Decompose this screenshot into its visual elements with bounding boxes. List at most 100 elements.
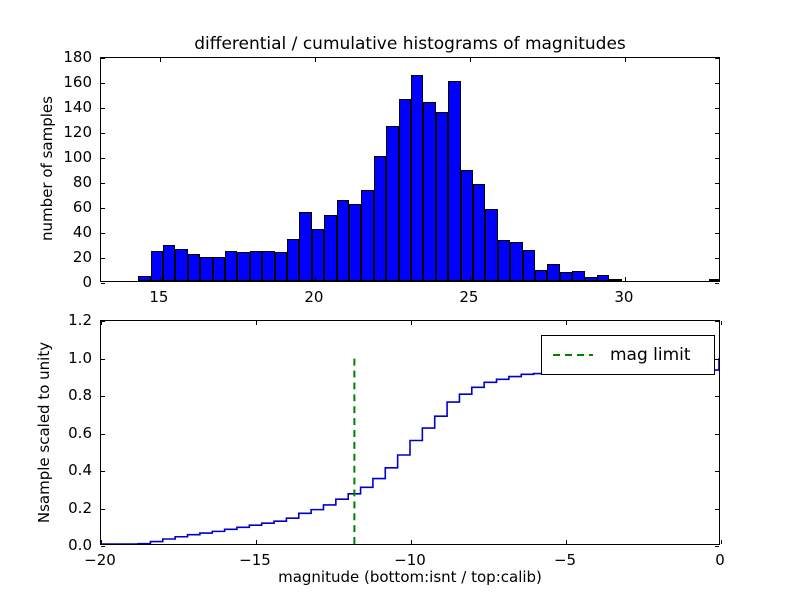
y-tick-mark xyxy=(715,183,719,184)
histogram-bar xyxy=(311,228,325,281)
x-tick-label: 30 xyxy=(614,288,634,306)
histogram-bar xyxy=(547,263,560,281)
histogram-bar xyxy=(287,238,300,281)
histogram-bar xyxy=(324,214,337,281)
mag-limit-legend-swatch xyxy=(552,348,594,362)
y-tick-label: 20 xyxy=(72,248,92,266)
y-tick-label: 0.0 xyxy=(68,536,92,554)
y-tick-label: 120 xyxy=(63,123,92,141)
x-tick-mark xyxy=(624,58,626,62)
histogram-bar xyxy=(187,253,201,281)
x-tick-mark xyxy=(314,277,316,281)
y-tick-mark xyxy=(101,108,105,109)
y-tick-label: 0.2 xyxy=(68,498,92,517)
x-tick-mark xyxy=(256,321,257,325)
histogram-bar xyxy=(398,98,411,281)
x-tick-mark xyxy=(624,277,626,281)
y-tick-mark xyxy=(101,321,105,322)
x-tick-mark xyxy=(469,277,471,281)
x-tick-mark xyxy=(721,321,722,325)
y-tick-mark xyxy=(101,283,105,284)
y-tick-mark xyxy=(101,158,105,159)
histogram-bar xyxy=(249,251,263,281)
y-tick-mark xyxy=(101,358,105,360)
histogram-bar xyxy=(225,251,238,281)
histogram-bar xyxy=(386,126,399,281)
x-tick-mark xyxy=(566,321,567,325)
y-tick-label: 0.4 xyxy=(68,461,92,479)
y-tick-mark xyxy=(101,208,105,209)
x-tick-mark xyxy=(411,540,412,544)
y-tick-mark xyxy=(715,321,719,322)
y-tick-label: 80 xyxy=(72,173,92,191)
histogram-bar xyxy=(584,277,597,281)
histogram-bar xyxy=(237,252,250,281)
y-tick-mark xyxy=(715,283,719,284)
histogram-bar xyxy=(497,239,511,281)
x-tick-label: 25 xyxy=(459,288,479,306)
histogram-bar xyxy=(448,81,461,281)
y-tick-label: 1.0 xyxy=(68,348,92,367)
y-tick-label: 100 xyxy=(63,148,92,166)
y-tick-mark xyxy=(101,258,105,259)
histogram-bar xyxy=(175,248,188,281)
histogram-bar xyxy=(708,278,719,281)
y-tick-label: 0.6 xyxy=(68,423,92,442)
x-tick-label: −10 xyxy=(394,551,426,569)
y-tick-mark xyxy=(101,183,105,184)
x-tick-mark xyxy=(159,277,161,281)
legend-label-mag-limit: mag limit xyxy=(610,345,691,365)
y-tick-mark xyxy=(101,546,105,547)
x-tick-label: −15 xyxy=(239,551,271,569)
y-tick-label: 0 xyxy=(82,273,92,291)
histogram-bar xyxy=(609,279,622,281)
histogram-bar xyxy=(535,269,548,281)
y-tick-mark xyxy=(715,233,719,234)
y-tick-mark xyxy=(715,58,719,59)
x-tick-label: 20 xyxy=(304,288,324,306)
x-tick-mark xyxy=(159,58,161,62)
histogram-bar xyxy=(510,242,523,281)
y-tick-label: 0.8 xyxy=(68,386,92,404)
differential-histogram-axes xyxy=(100,57,720,284)
cumulative-histogram-axes: mag limit xyxy=(100,320,722,547)
legend-box[interactable]: mag limit xyxy=(541,335,715,375)
histogram-bar xyxy=(150,251,163,281)
y-tick-mark xyxy=(715,208,719,209)
x-tick-label: −5 xyxy=(553,551,577,569)
y-tick-mark xyxy=(715,471,719,472)
histogram-bar xyxy=(361,189,374,281)
y-tick-mark xyxy=(101,396,105,397)
x-tick-mark xyxy=(411,321,412,325)
histogram-bar xyxy=(163,244,176,281)
y-tick-mark xyxy=(715,158,719,159)
histogram-bar xyxy=(485,208,498,281)
histogram-bar xyxy=(138,276,151,281)
x-tick-mark xyxy=(256,540,257,544)
y-tick-mark xyxy=(101,471,105,472)
y-tick-label: 160 xyxy=(63,73,92,91)
histogram-bar xyxy=(460,169,473,281)
x-tick-label: −20 xyxy=(84,551,116,569)
histogram-bar xyxy=(572,271,585,281)
y-tick-label: 180 xyxy=(63,48,92,66)
x-tick-mark xyxy=(101,321,102,325)
y-tick-mark xyxy=(101,433,105,435)
y-tick-mark xyxy=(101,133,105,134)
histogram-bar xyxy=(200,257,213,281)
cumulative-curve-path xyxy=(101,358,719,544)
histogram-bar xyxy=(274,252,287,281)
histogram-bar xyxy=(349,203,362,281)
x-tick-mark xyxy=(721,540,722,544)
x-tick-mark xyxy=(314,58,316,62)
y-tick-mark xyxy=(101,58,105,59)
histogram-bar xyxy=(597,274,610,281)
x-tick-mark xyxy=(469,58,471,62)
y-tick-mark xyxy=(101,83,105,84)
x-tick-mark xyxy=(566,540,567,544)
histogram-bar xyxy=(411,74,424,281)
y-tick-label: 1.2 xyxy=(68,311,92,329)
y-tick-mark xyxy=(715,508,719,510)
histogram-bar xyxy=(262,251,275,281)
y-tick-mark xyxy=(715,433,719,435)
